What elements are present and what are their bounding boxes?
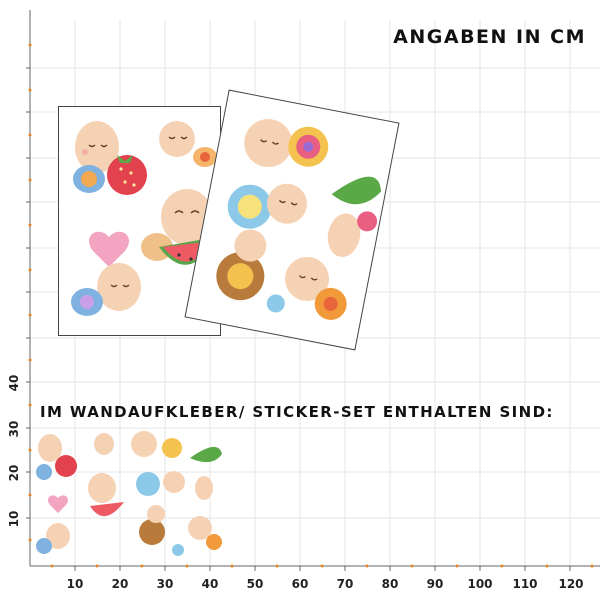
- x-label-80: 80: [381, 577, 399, 591]
- set-contents-label: IM WANDAUFKLEBER/ STICKER-SET ENTHALTEN …: [40, 403, 554, 421]
- snail-blue-shell-sticker: [227, 183, 308, 229]
- vertical-ruler-dots: [28, 43, 32, 542]
- horizontal-ruler-ticks: [74, 566, 571, 571]
- y-label-10: 10: [7, 510, 21, 528]
- x-label-110: 110: [512, 577, 538, 591]
- x-label-30: 30: [156, 577, 174, 591]
- x-label-40: 40: [201, 577, 219, 591]
- snail-bottom-sticker: [71, 263, 141, 316]
- preview-sheet-2: [131, 431, 222, 556]
- x-label-60: 60: [291, 577, 309, 591]
- snail-brown-shell-sticker: [216, 229, 285, 313]
- leaf-snail-sticker: [327, 176, 382, 258]
- sticker-sheet-2-artwork: [216, 119, 382, 320]
- sticker-sheet-2: [184, 89, 400, 351]
- scaled-sticker-preview: [36, 431, 222, 556]
- preview-sheet-1: [36, 433, 124, 554]
- snail-rainbow-shell-sticker: [244, 119, 329, 168]
- snail-strawberry-sticker: [73, 121, 147, 195]
- heart-sticker: [89, 231, 129, 267]
- snail-small-sticker: [159, 121, 217, 167]
- horizontal-ruler-dots: [50, 564, 594, 568]
- x-label-10: 10: [66, 577, 84, 591]
- y-label-20: 20: [7, 464, 21, 482]
- y-label-30: 30: [7, 420, 21, 438]
- vertical-ruler-ticks: [26, 67, 30, 519]
- snail-orange-shell-sticker: [285, 256, 347, 320]
- x-label-100: 100: [467, 577, 493, 591]
- x-label-120: 120: [558, 577, 584, 591]
- page-title: ANGABEN IN CM: [393, 26, 586, 48]
- x-label-70: 70: [336, 577, 354, 591]
- x-label-20: 20: [111, 577, 129, 591]
- y-label-40: 40: [7, 374, 21, 392]
- x-label-50: 50: [246, 577, 264, 591]
- sticker-sheet-1-artwork: [71, 121, 217, 316]
- x-label-90: 90: [426, 577, 444, 591]
